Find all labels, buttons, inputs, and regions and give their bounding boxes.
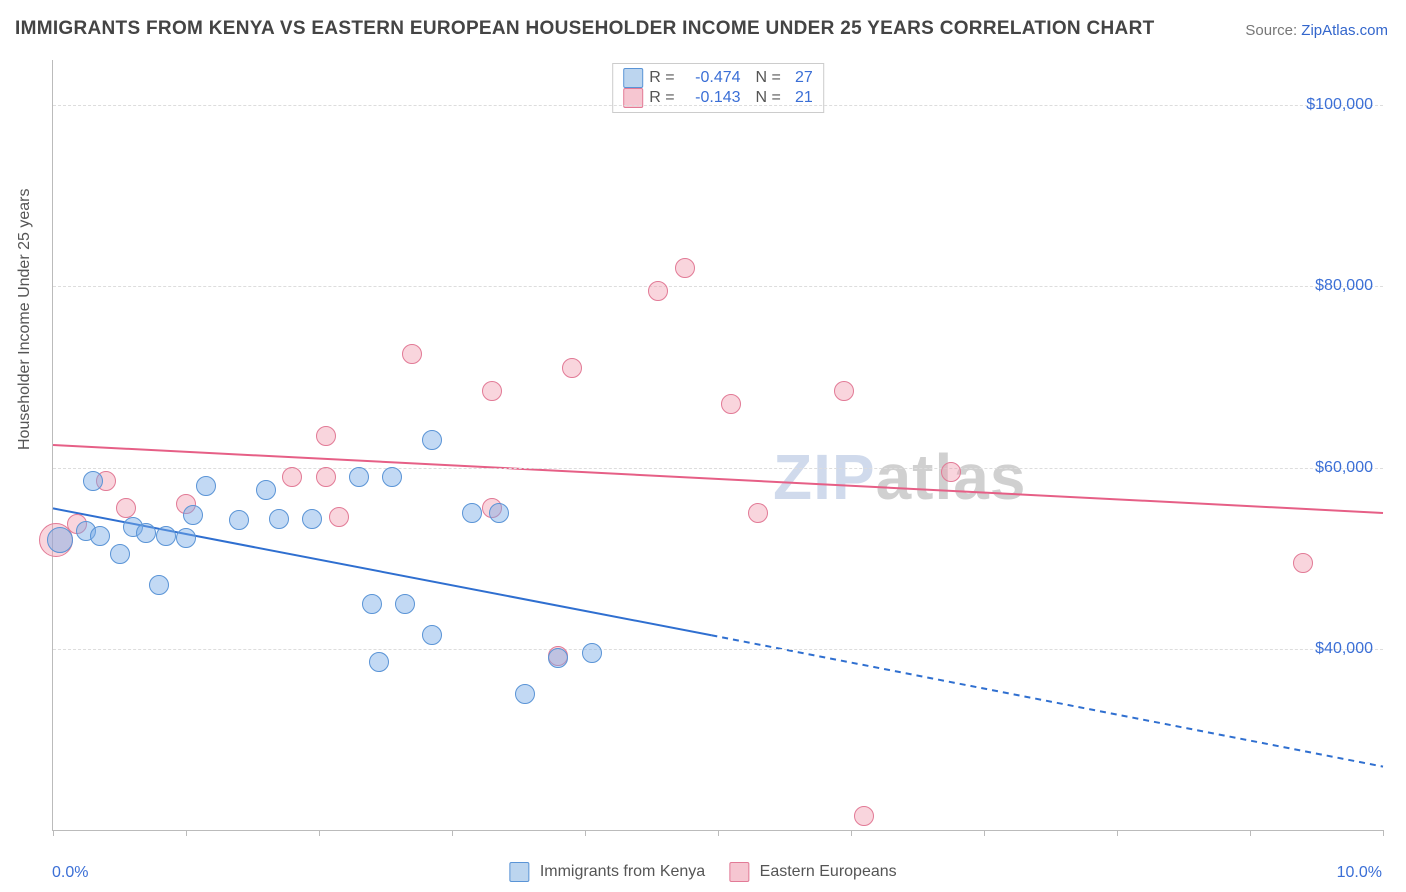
data-point-eastern [748,503,768,523]
x-tick [1117,830,1118,836]
x-tick [585,830,586,836]
data-point-kenya [156,526,176,546]
stats-row-kenya: R = -0.474 N = 27 [623,68,813,88]
data-point-eastern [402,344,422,364]
x-tick [53,830,54,836]
gridline [53,468,1383,469]
data-point-eastern [1293,553,1313,573]
data-point-kenya [176,528,196,548]
legend-item-kenya: Immigrants from Kenya [509,862,705,882]
data-point-kenya [382,467,402,487]
trend-lines-svg [53,60,1383,830]
data-point-kenya [302,509,322,529]
data-point-eastern [721,394,741,414]
data-point-eastern [562,358,582,378]
legend-label-kenya: Immigrants from Kenya [540,863,705,880]
source-label: Source: [1245,22,1297,39]
source-attribution: Source: ZipAtlas.com [1245,22,1388,39]
data-point-kenya [47,527,73,553]
data-point-eastern [648,281,668,301]
data-point-kenya [229,510,249,530]
data-point-kenya [196,476,216,496]
data-point-kenya [269,509,289,529]
data-point-eastern [316,467,336,487]
r-value-kenya: -0.474 [681,69,741,87]
data-point-kenya [422,430,442,450]
series-legend: Immigrants from Kenya Eastern Europeans [509,862,896,882]
data-point-eastern [282,467,302,487]
source-link[interactable]: ZipAtlas.com [1301,22,1388,39]
y-tick-label: $80,000 [1315,277,1373,295]
x-axis-max-label: 10.0% [1337,864,1382,882]
data-point-kenya [83,471,103,491]
chart-title: IMMIGRANTS FROM KENYA VS EASTERN EUROPEA… [15,18,1155,40]
data-point-kenya [395,594,415,614]
r-label: R = [649,69,674,87]
x-tick [319,830,320,836]
x-tick [186,830,187,836]
x-tick [718,830,719,836]
swatch-kenya-icon [623,68,643,88]
data-point-eastern [116,498,136,518]
gridline [53,105,1383,106]
data-point-kenya [462,503,482,523]
data-point-kenya [489,503,509,523]
data-point-kenya [582,643,602,663]
y-tick-label: $100,000 [1306,96,1373,114]
y-axis-label: Householder Income Under 25 years [16,189,34,450]
data-point-eastern [482,381,502,401]
data-point-eastern [329,507,349,527]
data-point-kenya [548,648,568,668]
swatch-eastern-icon [729,862,749,882]
legend-label-eastern: Eastern Europeans [760,863,897,880]
n-label: N = [747,69,781,87]
data-point-eastern [941,462,961,482]
data-point-kenya [349,467,369,487]
data-point-eastern [675,258,695,278]
gridline [53,649,1383,650]
x-tick [851,830,852,836]
data-point-eastern [834,381,854,401]
x-tick [1250,830,1251,836]
y-tick-label: $40,000 [1315,640,1373,658]
x-tick [1383,830,1384,836]
legend-item-eastern: Eastern Europeans [729,862,896,882]
chart-container: IMMIGRANTS FROM KENYA VS EASTERN EUROPEA… [0,0,1406,892]
data-point-kenya [90,526,110,546]
data-point-eastern [316,426,336,446]
data-point-kenya [422,625,442,645]
data-point-kenya [515,684,535,704]
data-point-kenya [369,652,389,672]
watermark: ZIPatlas [773,440,1026,514]
data-point-kenya [183,505,203,525]
x-tick [984,830,985,836]
swatch-kenya-icon [509,862,529,882]
data-point-kenya [110,544,130,564]
data-point-kenya [256,480,276,500]
x-tick [452,830,453,836]
y-tick-label: $60,000 [1315,459,1373,477]
x-axis-min-label: 0.0% [52,864,88,882]
data-point-kenya [149,575,169,595]
plot-area: ZIPatlas R = -0.474 N = 27 R = -0.143 N … [52,60,1383,831]
data-point-kenya [136,523,156,543]
data-point-kenya [362,594,382,614]
gridline [53,286,1383,287]
data-point-eastern [854,806,874,826]
watermark-zip: ZIP [773,441,876,513]
n-value-kenya: 27 [787,69,813,87]
